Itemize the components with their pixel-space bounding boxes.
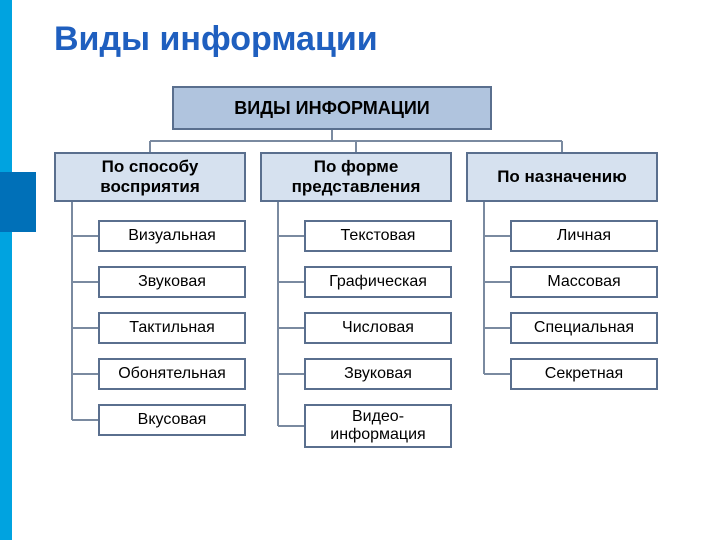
leaf-node: Звуковая <box>304 358 452 390</box>
leaf-label: Секретная <box>545 365 623 383</box>
leaf-node: Специальная <box>510 312 658 344</box>
category-label: По форме представления <box>268 157 444 198</box>
leaf-node: Вкусовая <box>98 404 246 436</box>
leaf-node: Обонятельная <box>98 358 246 390</box>
category-label: По способу восприятия <box>62 157 238 198</box>
leaf-label: Звуковая <box>138 273 206 291</box>
leaf-node: Массовая <box>510 266 658 298</box>
category-node: По назначению <box>466 152 658 202</box>
leaf-node: Тактильная <box>98 312 246 344</box>
leaf-label: Видео- информация <box>330 408 425 445</box>
accent-block <box>0 172 36 232</box>
category-node: По форме представления <box>260 152 452 202</box>
leaf-label: Обонятельная <box>118 365 226 383</box>
leaf-node: Секретная <box>510 358 658 390</box>
leaf-label: Графическая <box>329 273 427 291</box>
leaf-label: Числовая <box>342 319 414 337</box>
root-node: ВИДЫ ИНФОРМАЦИИ <box>172 86 492 130</box>
leaf-node: Звуковая <box>98 266 246 298</box>
leaf-node: Видео- информация <box>304 404 452 448</box>
leaf-node: Графическая <box>304 266 452 298</box>
leaf-label: Массовая <box>547 273 620 291</box>
leaf-label: Специальная <box>534 319 634 337</box>
leaf-label: Тактильная <box>129 319 214 337</box>
root-label: ВИДЫ ИНФОРМАЦИИ <box>234 98 429 119</box>
leaf-label: Личная <box>557 227 611 245</box>
leaf-node: Личная <box>510 220 658 252</box>
leaf-node: Визуальная <box>98 220 246 252</box>
leaf-label: Текстовая <box>341 227 416 245</box>
category-node: По способу восприятия <box>54 152 246 202</box>
accent-stripe <box>0 0 12 540</box>
leaf-node: Текстовая <box>304 220 452 252</box>
leaf-label: Звуковая <box>344 365 412 383</box>
leaf-node: Числовая <box>304 312 452 344</box>
category-label: По назначению <box>497 167 627 187</box>
leaf-label: Вкусовая <box>138 411 207 429</box>
slide-title: Виды информации <box>54 20 378 59</box>
leaf-label: Визуальная <box>128 227 216 245</box>
